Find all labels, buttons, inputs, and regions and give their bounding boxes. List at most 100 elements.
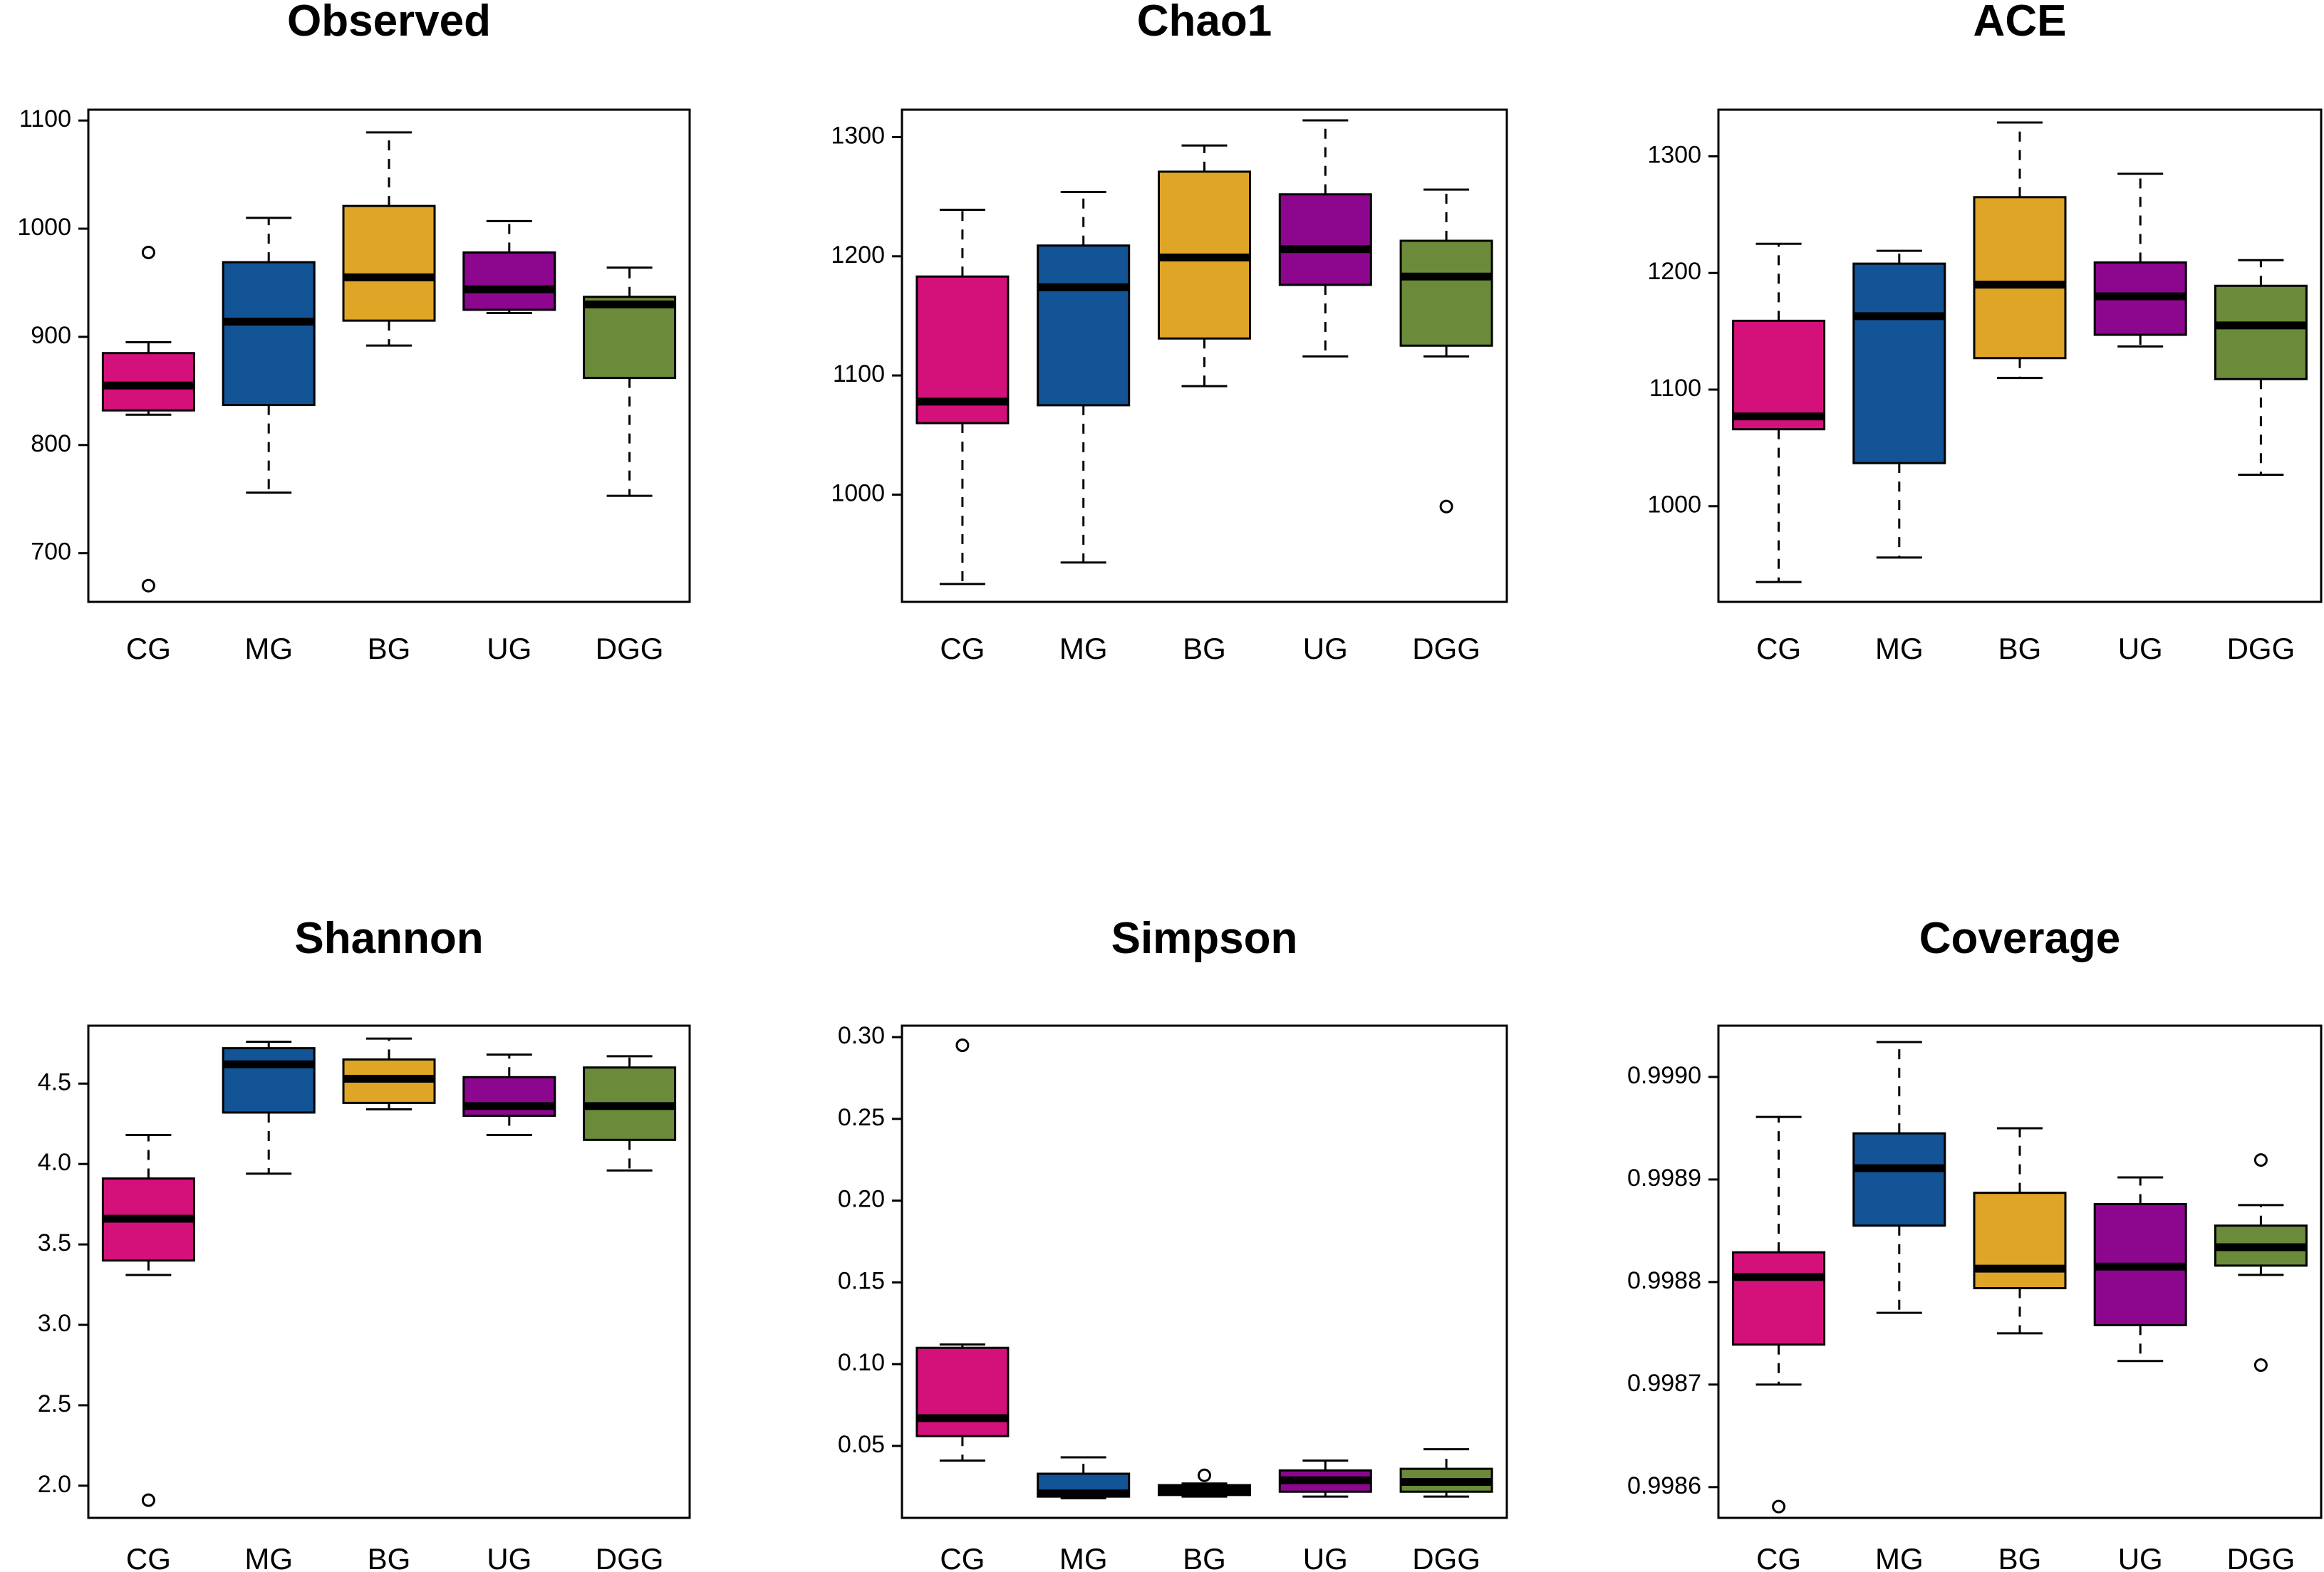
- iqr-box: [1852, 1132, 1946, 1227]
- y-tick-label: 900: [31, 322, 71, 349]
- category-label: UG: [487, 1542, 531, 1572]
- category-label: BG: [368, 632, 411, 665]
- category-label: CG: [126, 1542, 171, 1572]
- category-label: MG: [1059, 1542, 1108, 1572]
- iqr-box: [583, 296, 677, 380]
- iqr-box: [1037, 244, 1131, 407]
- box-mg: [1852, 249, 1946, 559]
- iqr-box: [342, 204, 436, 322]
- y-tick-label: 0.20: [838, 1186, 885, 1213]
- y-tick-label: 800: [31, 430, 71, 457]
- outlier-point: [2253, 1358, 2268, 1373]
- category-label: BG: [1183, 632, 1226, 665]
- iqr-box: [1732, 319, 1826, 431]
- iqr-box: [222, 1047, 316, 1114]
- category-label: CG: [940, 632, 985, 665]
- panel-title: ACE: [1973, 0, 2067, 46]
- box-dgg: [1399, 1448, 1493, 1498]
- panel-title: Simpson: [1111, 914, 1298, 963]
- category-label: BG: [1998, 632, 2042, 665]
- y-tick-label: 2.0: [38, 1471, 71, 1498]
- outlier-point: [141, 1493, 155, 1507]
- category-label: CG: [940, 1542, 985, 1572]
- outlier-point: [955, 1039, 970, 1053]
- category-label: MG: [1875, 1542, 1924, 1572]
- y-tick-label: 1100: [19, 105, 71, 132]
- category-label: CG: [126, 632, 171, 665]
- category-label: DGG: [2227, 632, 2296, 665]
- category-label: UG: [2118, 1542, 2163, 1572]
- category-label: BG: [1183, 1542, 1226, 1572]
- plot-frame: [1717, 1024, 2323, 1519]
- box-mg: [1037, 1456, 1131, 1499]
- plot-frame: [87, 1024, 691, 1519]
- y-tick-label: 0.9986: [1627, 1472, 1701, 1499]
- y-tick-label: 0.05: [838, 1431, 885, 1458]
- y-tick-label: 1300: [1647, 141, 1701, 168]
- box-mg: [1852, 1041, 1946, 1314]
- boxplot-panel-5: Coverage 0.9986 0.9987 0.9988 0.9989 0.9990 CG…: [1627, 914, 2323, 1572]
- iqr-box: [2214, 284, 2308, 380]
- outlier-point: [1772, 1499, 1786, 1514]
- y-tick-label: 1100: [833, 360, 885, 387]
- iqr-box: [915, 1346, 1010, 1437]
- iqr-box: [462, 251, 556, 311]
- y-tick-label: 1000: [831, 479, 885, 506]
- category-label: BG: [1998, 1542, 2042, 1572]
- box-ug: [2093, 1176, 2187, 1363]
- category-label: MG: [244, 1542, 293, 1572]
- category-label: DGG: [596, 632, 664, 665]
- panel-title: Shannon: [294, 914, 483, 963]
- iqr-box: [222, 261, 316, 407]
- panel-title: Chao1: [1137, 0, 1272, 46]
- box-bg: [1973, 1127, 2067, 1335]
- y-tick-label: 1200: [831, 241, 885, 269]
- plot-frame: [901, 1024, 1508, 1519]
- y-tick-label: 4.5: [38, 1068, 71, 1095]
- outlier-point: [141, 578, 155, 593]
- boxplot-panel-0: Observed 700 800 900 1000 1100 CG MG BG UG DGG: [17, 0, 691, 665]
- box-ug: [462, 219, 556, 315]
- y-tick-label: 0.9987: [1627, 1370, 1701, 1397]
- boxplot-panel-2: ACE 1000 1100 1200 1300 CG MG BG UG DGG: [1647, 0, 2323, 665]
- y-tick-label: 1100: [1649, 375, 1701, 402]
- category-label: CG: [1756, 632, 1801, 665]
- iqr-box: [1278, 193, 1372, 286]
- box-mg: [222, 217, 316, 494]
- category-label: DGG: [1412, 1542, 1480, 1572]
- box-mg: [222, 1041, 316, 1175]
- y-tick-label: 0.15: [838, 1267, 885, 1294]
- box-cg: [915, 209, 1010, 585]
- y-tick-label: 1300: [831, 122, 885, 149]
- category-label: CG: [1756, 1542, 1801, 1572]
- box-ug: [462, 1053, 556, 1137]
- outlier-point: [1439, 499, 1453, 514]
- box-dgg: [2214, 259, 2308, 477]
- plot-frame: [87, 108, 691, 603]
- box-bg: [342, 1037, 436, 1110]
- box-dgg: [583, 266, 677, 497]
- box-bg: [1158, 144, 1251, 387]
- category-label: UG: [487, 632, 531, 665]
- boxplot-panel-3: Shannon 2.0 2.5 3.0 3.5 4.0 4.5 CG MG BG UG DGG: [38, 914, 691, 1572]
- plot-frame: [1717, 108, 2323, 603]
- box-cg: [1732, 1115, 1826, 1514]
- y-tick-label: 0.9989: [1627, 1165, 1701, 1192]
- category-label: MG: [1875, 632, 1924, 665]
- category-label: UG: [1303, 1542, 1348, 1572]
- category-label: UG: [2118, 632, 2163, 665]
- iqr-box: [1732, 1251, 1826, 1346]
- box-mg: [1037, 190, 1131, 564]
- box-ug: [2093, 172, 2187, 348]
- boxplot-panel-4: Simpson 0.05 0.10 0.15 0.20 0.25 0.30 CG MG BG UG D…: [838, 914, 1508, 1572]
- box-dgg: [583, 1055, 677, 1172]
- boxplot-panel-1: Chao1 1000 1100 1200 1300 CG MG BG UG DGG: [831, 0, 1508, 665]
- y-tick-label: 1200: [1647, 258, 1701, 285]
- box-cg: [101, 1134, 195, 1507]
- category-label: MG: [1059, 632, 1108, 665]
- box-bg: [1158, 1468, 1251, 1498]
- category-label: DGG: [1412, 632, 1480, 665]
- iqr-box: [1973, 1192, 2067, 1290]
- category-label: UG: [1303, 632, 1348, 665]
